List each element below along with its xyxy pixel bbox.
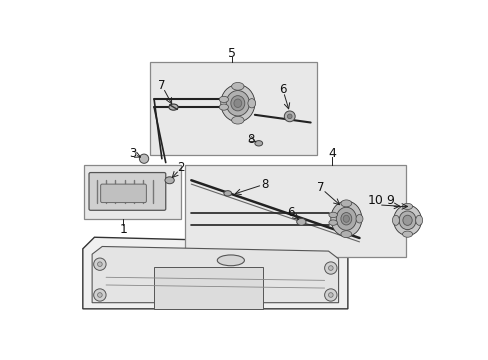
Ellipse shape: [254, 141, 262, 146]
Polygon shape: [82, 237, 347, 309]
Ellipse shape: [231, 116, 244, 124]
Circle shape: [328, 266, 332, 270]
Ellipse shape: [168, 104, 178, 110]
Ellipse shape: [340, 212, 351, 225]
Text: 2: 2: [177, 161, 184, 175]
Ellipse shape: [343, 215, 349, 222]
Ellipse shape: [393, 205, 421, 235]
Ellipse shape: [230, 96, 244, 111]
Text: 8: 8: [247, 133, 254, 146]
Bar: [185, 165, 405, 257]
Ellipse shape: [219, 104, 228, 110]
Ellipse shape: [340, 231, 351, 238]
Ellipse shape: [336, 207, 356, 230]
Polygon shape: [92, 247, 338, 303]
Text: 1: 1: [119, 223, 127, 236]
Bar: [150, 62, 316, 155]
Circle shape: [328, 293, 332, 297]
Ellipse shape: [231, 82, 244, 90]
Text: 10: 10: [367, 194, 383, 207]
Text: 9: 9: [386, 194, 394, 207]
Circle shape: [97, 293, 102, 297]
Circle shape: [97, 262, 102, 266]
Circle shape: [324, 262, 336, 274]
Ellipse shape: [219, 96, 228, 103]
Text: 7: 7: [158, 79, 165, 92]
Ellipse shape: [330, 201, 361, 237]
Ellipse shape: [220, 85, 254, 122]
Ellipse shape: [402, 215, 411, 225]
Text: 5: 5: [227, 47, 235, 60]
Ellipse shape: [217, 255, 244, 266]
Ellipse shape: [392, 215, 399, 225]
Ellipse shape: [224, 191, 231, 196]
Ellipse shape: [340, 200, 351, 207]
Ellipse shape: [328, 220, 337, 225]
Ellipse shape: [164, 177, 174, 184]
Ellipse shape: [296, 219, 305, 225]
Ellipse shape: [233, 99, 241, 108]
Ellipse shape: [247, 99, 255, 108]
Ellipse shape: [402, 231, 412, 237]
Text: 8: 8: [261, 177, 268, 190]
Circle shape: [324, 289, 336, 301]
Ellipse shape: [328, 212, 337, 217]
Ellipse shape: [226, 91, 249, 116]
Circle shape: [94, 258, 106, 270]
Text: 7: 7: [316, 181, 324, 194]
Bar: [154, 266, 262, 309]
Circle shape: [284, 111, 295, 122]
Ellipse shape: [415, 215, 422, 225]
Ellipse shape: [402, 203, 412, 210]
Circle shape: [287, 114, 291, 119]
Text: 6: 6: [286, 206, 294, 219]
FancyBboxPatch shape: [101, 184, 146, 203]
Circle shape: [94, 289, 106, 301]
Bar: [84, 165, 181, 219]
Text: 6: 6: [279, 83, 286, 96]
Text: 3: 3: [128, 147, 136, 160]
Ellipse shape: [398, 211, 415, 230]
FancyBboxPatch shape: [89, 172, 165, 210]
Ellipse shape: [355, 215, 362, 223]
Circle shape: [139, 154, 148, 163]
Text: 4: 4: [328, 147, 336, 160]
